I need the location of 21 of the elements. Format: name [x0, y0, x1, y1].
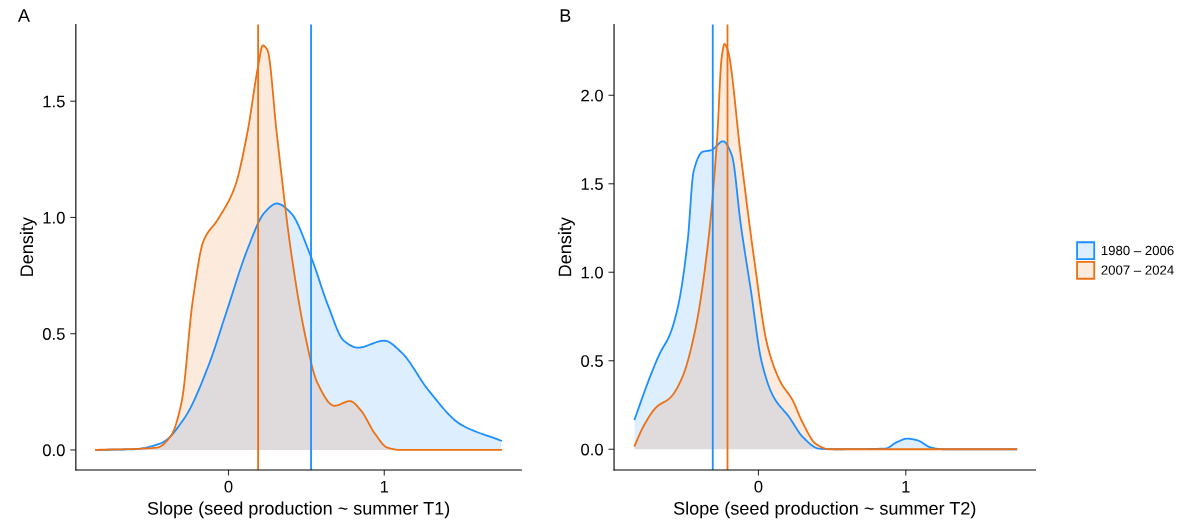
x-tick-label: 1 [902, 480, 910, 493]
legend-label: 1980 – 2006 [1101, 245, 1174, 256]
chart-title: B [560, 9, 571, 22]
x-tick-label: 0 [754, 480, 763, 493]
y-tick-label: 0.0 [42, 444, 65, 457]
x-axis-title: Slope (seed production ~ summer T1) [147, 501, 450, 519]
x-tick-label: 0 [224, 480, 233, 493]
y-tick-label: 1.5 [43, 95, 65, 108]
legend-label: 2007 – 2024 [1101, 265, 1174, 275]
chart-title: A [17, 9, 30, 22]
y-axis-title: Density [558, 217, 575, 276]
x-tick-label: 1 [380, 480, 389, 493]
y-tick-label: 0.5 [42, 328, 65, 340]
y-tick-label: 0.5 [581, 355, 603, 367]
y-tick-label: 0.0 [581, 443, 603, 456]
y-tick-label: 1.0 [581, 266, 603, 279]
x-axis-title: Slope (seed production ~ summer T2) [673, 501, 976, 519]
y-axis-title: Density [19, 217, 37, 276]
y-tick-label: 2.0 [581, 89, 603, 102]
y-tick-label: 1.0 [43, 211, 65, 224]
y-tick-label: 1.5 [581, 178, 603, 190]
